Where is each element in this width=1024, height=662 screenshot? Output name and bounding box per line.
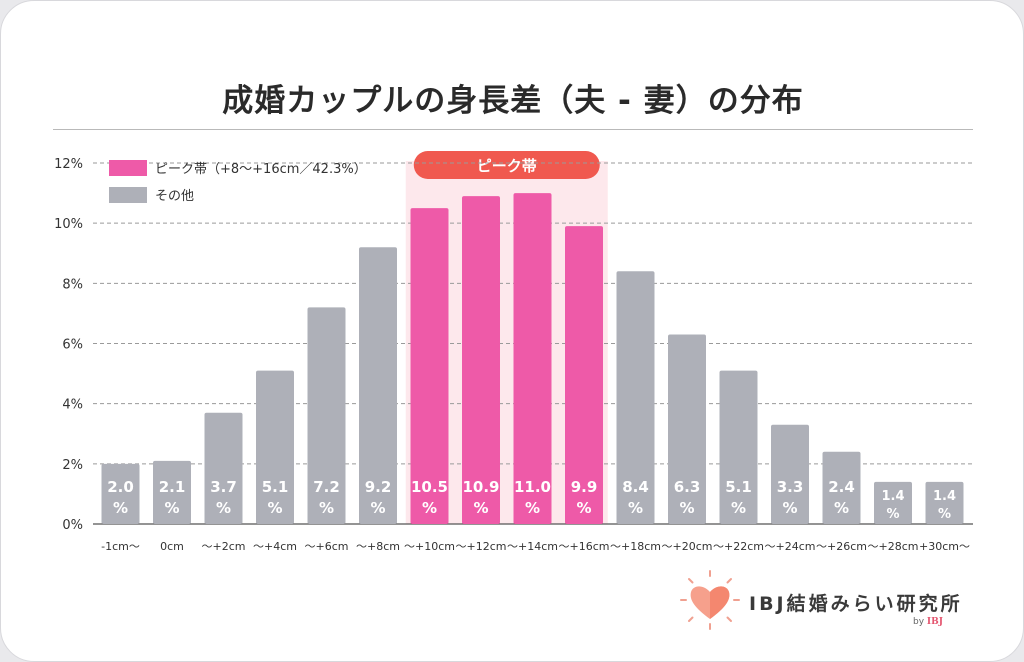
x-tick-label: -1cm〜 — [101, 540, 140, 553]
data-label: 9.2 — [365, 478, 392, 496]
x-tick-label: 〜+28cm — [868, 540, 919, 553]
bar — [256, 370, 294, 524]
y-tick-label: 0% — [62, 518, 83, 533]
x-tick-label: 〜+4cm — [253, 540, 297, 553]
data-label-unit: % — [422, 499, 437, 517]
data-label-unit: % — [216, 499, 231, 517]
y-tick-label: 12% — [54, 157, 83, 172]
logo: IBJ結婚みらい研究所 by IBJ — [677, 567, 987, 639]
bar — [410, 208, 449, 524]
x-tick-label: 〜+18cm — [610, 540, 661, 553]
data-label: 10.9 — [462, 478, 499, 496]
bar — [204, 412, 243, 524]
logo-by-brand: IBJ — [926, 617, 943, 627]
data-label: 3.7 — [210, 478, 237, 496]
legend-label: ピーク帯（+8〜+16cm／42.3%） — [155, 162, 367, 177]
y-tick-label: 10% — [54, 217, 83, 232]
bar — [153, 460, 191, 524]
data-label: 9.9 — [571, 478, 598, 496]
bar — [771, 424, 809, 524]
x-tick-label: 〜+8cm — [356, 540, 400, 553]
data-label: 5.1 — [725, 478, 752, 496]
data-label-unit: % — [782, 499, 797, 517]
bar — [565, 226, 603, 525]
x-tick-label: 0cm — [160, 540, 184, 553]
data-label-unit: % — [473, 499, 488, 517]
data-label: 2.4 — [828, 478, 855, 496]
y-tick-label: 2% — [62, 458, 83, 473]
bar — [462, 196, 500, 524]
data-label-unit: % — [525, 499, 540, 517]
data-label: 3.3 — [777, 478, 804, 496]
bar — [359, 247, 397, 524]
data-label-unit: % — [834, 499, 849, 517]
bar — [874, 481, 912, 524]
x-tick-label: 〜+10cm — [404, 540, 455, 553]
bar — [101, 463, 140, 524]
logo-by-prefix: by — [913, 617, 925, 627]
x-tick-label: 〜+2cm — [202, 540, 246, 553]
bar — [513, 193, 552, 525]
x-tick-label: 〜+14cm — [507, 540, 558, 553]
data-label-unit: % — [370, 499, 385, 517]
data-label: 10.5 — [411, 478, 448, 496]
data-label: 2.0 — [107, 478, 134, 496]
heart-logo-icon — [680, 570, 740, 630]
bar — [925, 481, 964, 524]
data-label: 6.3 — [674, 478, 701, 496]
logo-by: by IBJ — [913, 617, 943, 627]
data-label-unit: % — [628, 499, 643, 517]
data-label: 11.0 — [514, 478, 551, 496]
x-tick-label: 〜+16cm — [559, 540, 610, 553]
data-label-unit: % — [731, 499, 746, 517]
x-tick-label: 〜+24cm — [765, 540, 816, 553]
chart-title: 成婚カップルの身長差（夫 - 妻）の分布 — [222, 83, 804, 119]
legend-label: その他 — [155, 189, 194, 204]
data-label-unit: % — [113, 499, 128, 517]
bar — [616, 271, 655, 524]
data-label: 7.2 — [313, 478, 340, 496]
data-label: 1.4 — [933, 489, 956, 504]
data-label: 2.1 — [159, 478, 186, 496]
title-divider — [53, 129, 973, 130]
logo-name: IBJ結婚みらい研究所 — [749, 593, 963, 615]
x-tick-label: 〜+20cm — [662, 540, 713, 553]
x-tick-label: 〜+26cm — [816, 540, 867, 553]
data-label-unit: % — [319, 499, 334, 517]
data-label-unit: % — [938, 507, 951, 522]
data-label-unit: % — [576, 499, 591, 517]
bar — [307, 307, 346, 524]
bar — [822, 451, 861, 524]
data-label: 5.1 — [262, 478, 289, 496]
y-tick-label: 6% — [62, 338, 83, 353]
x-tick-label: 〜+12cm — [456, 540, 507, 553]
data-label-unit: % — [679, 499, 694, 517]
data-label-unit: % — [886, 507, 899, 522]
peak-badge — [413, 151, 600, 179]
data-label: 8.4 — [622, 478, 649, 496]
legend-swatch — [109, 160, 147, 176]
bar — [719, 370, 758, 524]
y-tick-label: 8% — [62, 277, 83, 292]
data-label-unit: % — [164, 499, 179, 517]
data-label-unit: % — [267, 499, 282, 517]
x-tick-label: 〜+6cm — [305, 540, 349, 553]
x-tick-label: +30cm〜 — [919, 540, 970, 553]
peak-badge-label: ピーク帯 — [477, 157, 537, 175]
data-label: 1.4 — [881, 489, 904, 504]
y-tick-label: 4% — [62, 398, 83, 413]
x-tick-label: 〜+22cm — [713, 540, 764, 553]
bar — [668, 334, 706, 524]
legend-swatch — [109, 187, 147, 203]
